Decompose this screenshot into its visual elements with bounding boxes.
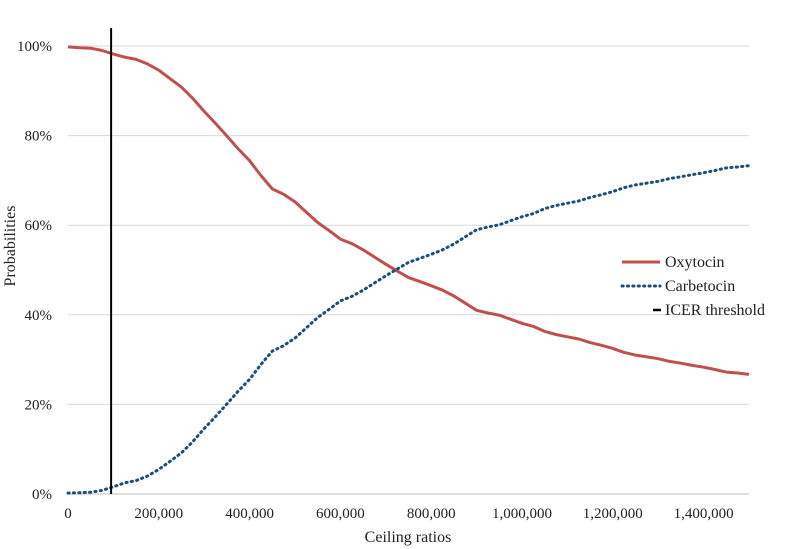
x-tick-labels: 0 200,000 400,000 600,000 800,000 1,000,000 1,…	[64, 506, 733, 522]
legend-label-oxytocin: Oxytocin	[665, 254, 725, 271]
y-tick-label: 60%	[25, 218, 53, 234]
x-tick-label: 1,200,000	[583, 506, 643, 522]
legend: Oxytocin Carbetocin ICER threshold	[620, 254, 765, 319]
y-tick-label: 100%	[17, 39, 52, 55]
y-tick-labels: 0% 20% 40% 60% 80% 100%	[17, 39, 52, 503]
y-tick-label: 40%	[25, 308, 53, 324]
x-tick-label: 400,000	[225, 506, 274, 522]
series-oxytocin-line	[67, 45, 750, 376]
y-axis-title: Probabilities	[2, 206, 19, 287]
x-tick-label: 200,000	[134, 506, 183, 522]
grid-lines	[68, 45, 749, 495]
legend-label-icer-threshold: ICER threshold	[665, 302, 765, 319]
x-tick-label: 1,400,000	[674, 506, 734, 522]
legend-label-carbetocin: Carbetocin	[665, 278, 735, 295]
y-tick-label: 80%	[25, 129, 53, 145]
x-tick-label: 800,000	[407, 506, 456, 522]
x-tick-label: 1,000,000	[492, 506, 552, 522]
series-lines	[66, 28, 751, 495]
series-carbetocin-line	[66, 164, 751, 495]
y-tick-label: 0%	[32, 487, 52, 503]
x-tick-label: 600,000	[316, 506, 365, 522]
y-tick-label: 20%	[25, 397, 53, 413]
x-axis-title: Ceiling ratios	[365, 529, 452, 546]
x-tick-label: 0	[64, 506, 72, 522]
